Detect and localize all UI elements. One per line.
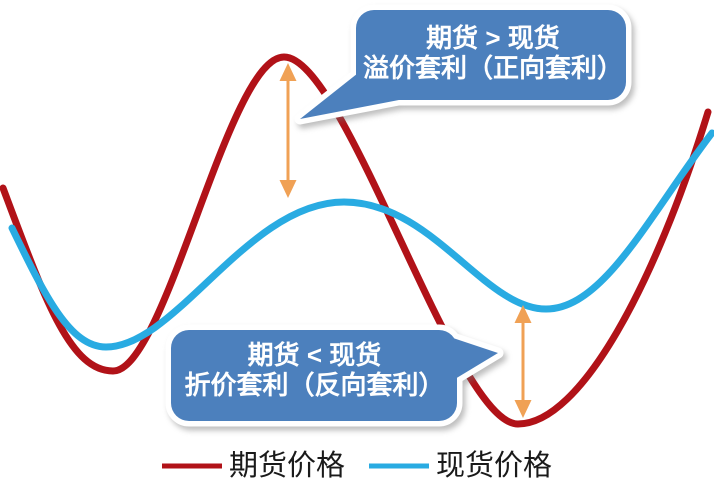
legend-item-futures: 期货价格 [161, 449, 345, 483]
spot-legend-label: 现货价格 [436, 450, 553, 482]
bottom-callout-tail [450, 337, 498, 382]
legend-item-spot: 现货价格 [369, 449, 552, 483]
discount-gap-arrowhead-up [514, 305, 532, 323]
futures-legend-line-icon [161, 463, 222, 469]
bottom-callout-bubble [165, 324, 504, 427]
legend: 期货价格 现货价格 [0, 449, 714, 483]
top-callout-bubble [294, 4, 632, 125]
discount-gap-arrow [514, 305, 532, 418]
premium-gap-arrowhead-up [279, 63, 297, 81]
futures-price-curve [0, 53, 712, 428]
discount-gap-arrowhead-down [514, 400, 532, 418]
premium-gap-arrowhead-down [279, 180, 297, 198]
premium-gap-arrow [279, 63, 297, 198]
spot-legend-line-icon [369, 463, 429, 469]
futures-legend-label: 期货价格 [228, 450, 345, 482]
bottom-callout-body [171, 330, 457, 421]
spot-price-curve [8, 129, 714, 351]
top-callout-body [356, 10, 626, 100]
